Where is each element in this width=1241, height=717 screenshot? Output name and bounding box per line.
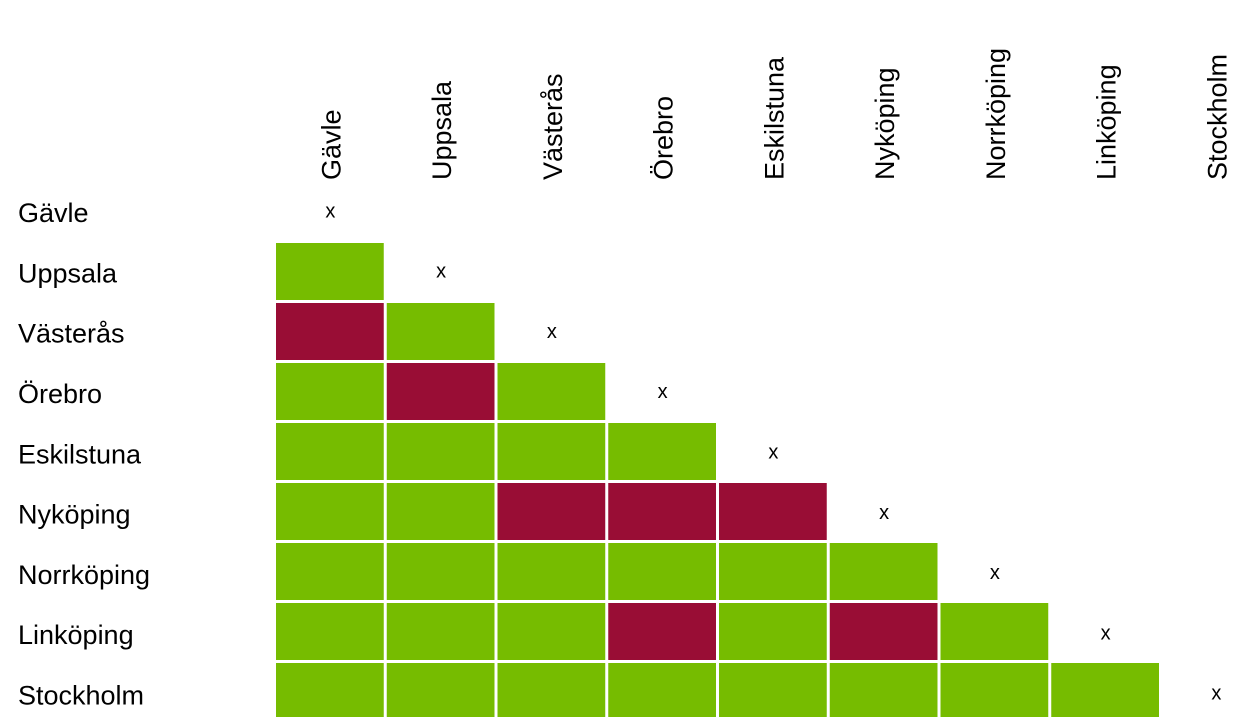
cell-vasteras-gavle	[276, 303, 384, 360]
cell-eskilstuna-uppsala	[386, 423, 495, 480]
cell-norrkoping-eskilstuna	[719, 543, 827, 600]
column-label-linkoping: Linköping	[1092, 64, 1122, 180]
cell-eskilstuna-vasteras	[497, 423, 606, 480]
row-label-uppsala: Uppsala	[18, 258, 118, 288]
row-label-norrkoping: Norrköping	[18, 560, 150, 590]
cell-norrkoping-uppsala	[386, 543, 495, 600]
cell-nykoping-gavle	[276, 483, 384, 540]
column-label-stockholm: Stockholm	[1202, 54, 1232, 180]
cell-eskilstuna-gavle	[276, 423, 384, 480]
cell-stockholm-orebro	[608, 663, 716, 717]
row-label-orebro: Örebro	[18, 379, 102, 409]
cell-stockholm-eskilstuna	[719, 663, 827, 717]
column-label-nykoping: Nyköping	[870, 67, 900, 180]
cell-stockholm-nykoping	[829, 663, 938, 717]
cell-stockholm-vasteras	[497, 663, 606, 717]
cell-stockholm-linkoping	[1051, 663, 1159, 717]
cell-norrkoping-vasteras	[497, 543, 606, 600]
diagonal-mark-vasteras: x	[547, 321, 557, 343]
row-label-vasteras: Västerås	[18, 319, 125, 349]
cell-orebro-gavle	[276, 363, 384, 420]
column-label-norrkoping: Norrköping	[981, 48, 1011, 180]
diagonal-mark-uppsala: x	[436, 261, 446, 283]
cell-orebro-uppsala	[386, 363, 495, 420]
cell-linkoping-gavle	[276, 603, 384, 660]
column-label-gavle: Gävle	[316, 109, 346, 180]
row-label-eskilstuna: Eskilstuna	[18, 439, 142, 469]
cell-eskilstuna-orebro	[608, 423, 716, 480]
cell-nykoping-uppsala	[386, 483, 495, 540]
cell-linkoping-vasteras	[497, 603, 606, 660]
column-label-eskilstuna: Eskilstuna	[759, 56, 789, 180]
cell-linkoping-eskilstuna	[719, 603, 827, 660]
column-label-orebro: Örebro	[649, 96, 679, 180]
diagonal-mark-linkoping: x	[1101, 622, 1111, 644]
diagonal-mark-stockholm: x	[1211, 683, 1221, 705]
cell-stockholm-uppsala	[386, 663, 495, 717]
diagonal-mark-eskilstuna: x	[768, 441, 778, 463]
column-label-uppsala: Uppsala	[427, 80, 457, 180]
cell-norrkoping-gavle	[276, 543, 384, 600]
cell-orebro-vasteras	[497, 363, 606, 420]
cell-stockholm-gavle	[276, 663, 384, 717]
cell-linkoping-orebro	[608, 603, 716, 660]
matrix-cells	[276, 243, 1159, 717]
cell-uppsala-gavle	[276, 243, 384, 300]
diagonal-mark-norrkoping: x	[990, 562, 1000, 584]
cell-norrkoping-orebro	[608, 543, 716, 600]
column-label-vasteras: Västerås	[538, 73, 568, 180]
cell-linkoping-norrkoping	[940, 603, 1049, 660]
cell-nykoping-orebro	[608, 483, 716, 540]
cell-vasteras-uppsala	[386, 303, 495, 360]
row-labels: Gävle Uppsala Västerås Örebro Eskilstuna Nykö…	[18, 198, 150, 710]
cell-norrkoping-nykoping	[829, 543, 938, 600]
diagonal-mark-nykoping: x	[879, 502, 889, 524]
column-labels: Gävle Uppsala Västerås Örebro Eskilstuna Nykö…	[316, 48, 1232, 180]
cell-stockholm-norrkoping	[940, 663, 1049, 717]
cell-nykoping-vasteras	[497, 483, 606, 540]
diagonal-mark-orebro: x	[658, 381, 668, 403]
diagonal-marks: x x x x x x x x x	[325, 200, 1221, 704]
cell-nykoping-eskilstuna	[719, 483, 827, 540]
row-label-stockholm: Stockholm	[18, 681, 144, 711]
row-label-nykoping: Nyköping	[18, 500, 131, 530]
diagonal-mark-gavle: x	[325, 200, 335, 222]
cell-linkoping-nykoping	[829, 603, 938, 660]
row-label-linkoping: Linköping	[18, 620, 134, 650]
row-label-gavle: Gävle	[18, 198, 89, 228]
cell-linkoping-uppsala	[386, 603, 495, 660]
